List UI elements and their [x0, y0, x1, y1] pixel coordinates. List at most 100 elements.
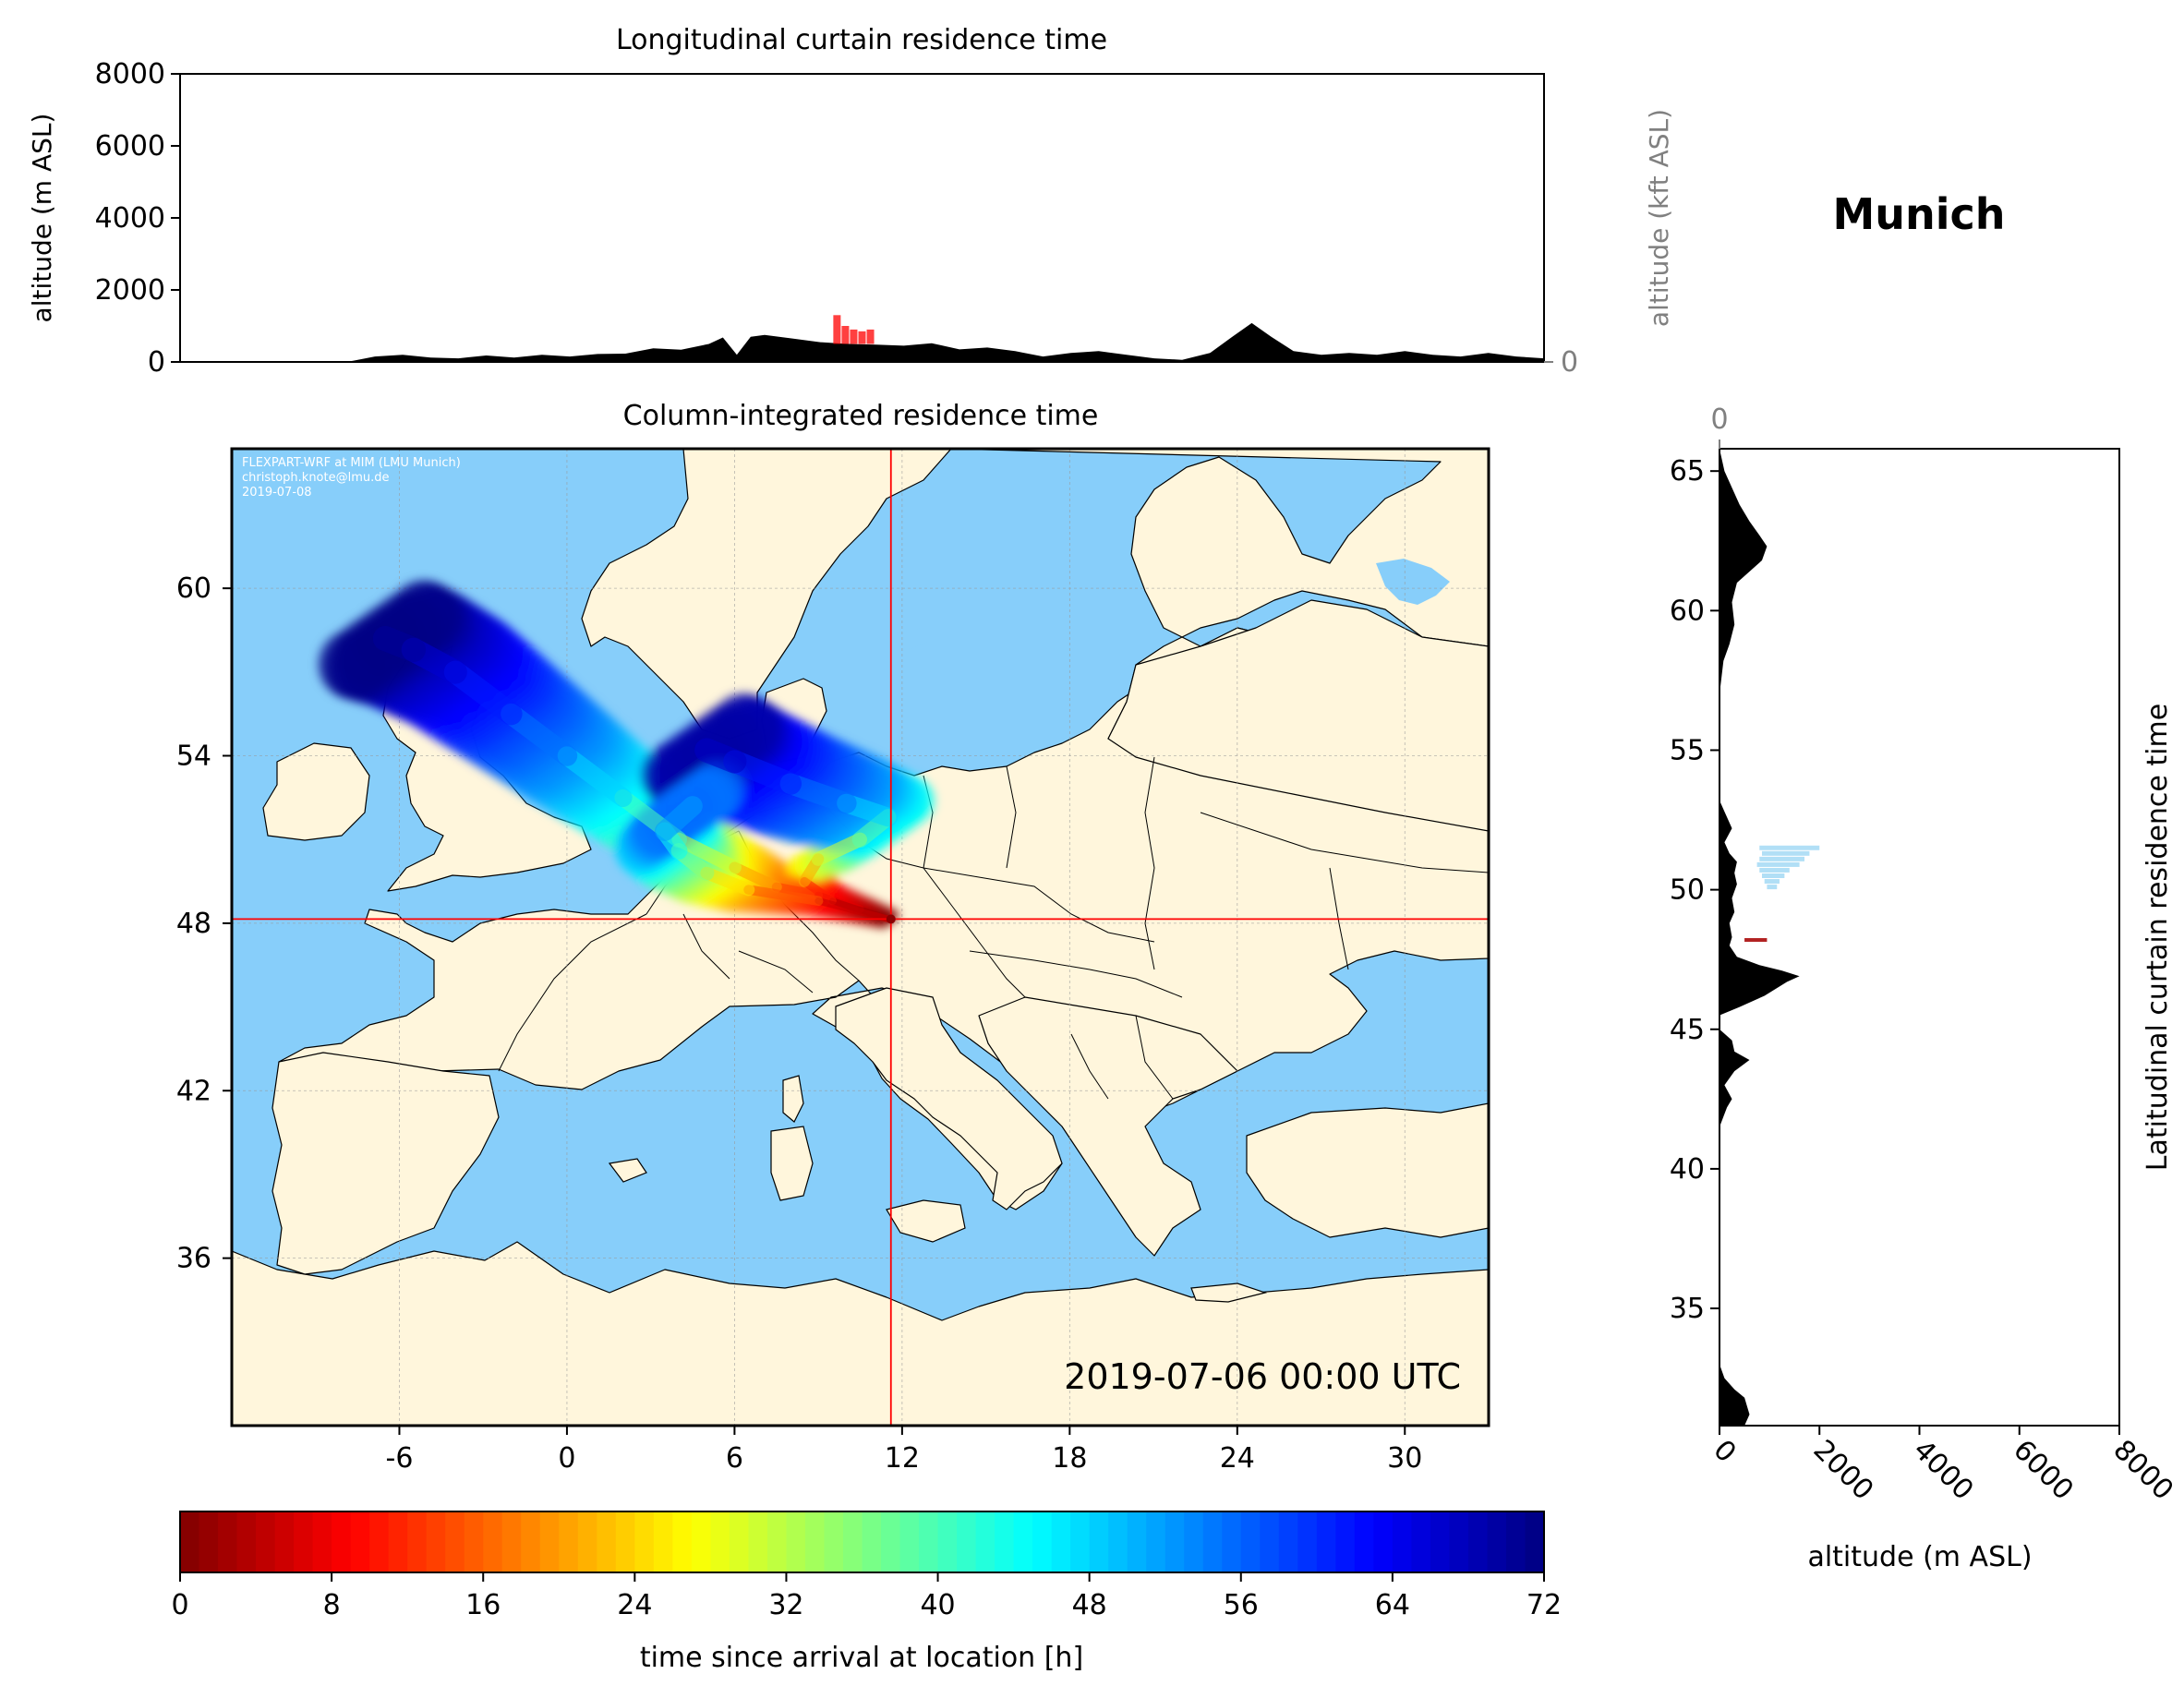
longitudinal-y-right-ticks: 050100: [1544, 346, 1578, 379]
map-x-ticks: -6 0 6 12 18 24 30: [386, 1426, 1422, 1475]
credit-text: FLEXPART-WRF at MIM (LMU Munich) christo…: [242, 456, 461, 500]
land-balkans: [978, 996, 1238, 1257]
latitudinal-y-tick-label: 55: [1670, 734, 1705, 766]
colorbar-swatch: [1089, 1511, 1109, 1572]
colorbar-swatch: [1505, 1511, 1526, 1572]
colorbar-swatch: [862, 1511, 882, 1572]
colorbar-swatch: [1202, 1511, 1223, 1572]
latitudinal-residence-marks: [1744, 845, 1820, 943]
plume-segment: [729, 861, 782, 893]
colorbar-swatch: [975, 1511, 995, 1572]
colorbar-swatch: [1354, 1511, 1374, 1572]
colorbar-tick-label: 40: [920, 1589, 955, 1621]
colorbar-swatch: [1411, 1511, 1431, 1572]
land-baltic-coast: [1107, 599, 1489, 832]
colorbar-swatch: [691, 1511, 711, 1572]
latitudinal-x-tick-label: 4000: [1907, 1434, 1980, 1507]
colorbar-swatch: [199, 1511, 219, 1572]
land-balearics: [608, 1158, 647, 1183]
latitudinal-ylabel-right: Latitudinal curtain residence time: [2142, 704, 2174, 1171]
latitudinal-y-tick-label: 45: [1670, 1014, 1705, 1046]
latitudinal-xlabel: altitude (m ASL): [1807, 1541, 2032, 1573]
colorbar-swatch: [710, 1511, 730, 1572]
map-y-ticks: 36 42 48 54 60: [176, 572, 232, 1275]
colorbar-tick-label: 72: [1526, 1589, 1562, 1621]
colorbar-swatch: [919, 1511, 939, 1572]
colorbar-swatch: [1260, 1511, 1280, 1572]
colorbar-swatch: [1373, 1511, 1394, 1572]
colorbar-swatch: [218, 1511, 238, 1572]
latitudinal-residence-mark-blue: [1756, 861, 1800, 867]
colorbar-swatch: [653, 1511, 673, 1572]
colorbar-swatch: [786, 1511, 806, 1572]
longitudinal-y-tick-label: 4000: [95, 202, 165, 235]
colorbar-tick-label: 0: [171, 1589, 188, 1621]
colorbar-swatch: [1392, 1511, 1413, 1572]
longitudinal-terrain-area: [180, 322, 1544, 362]
latitudinal-x-tick-label: 6000: [2007, 1434, 2080, 1507]
latitudinal-terrain: [1719, 449, 1800, 1426]
longitudinal-title: Longitudinal curtain residence time: [616, 24, 1107, 56]
map-x-tick-label: 12: [885, 1442, 920, 1475]
colorbar-swatch: [236, 1511, 257, 1572]
colorbar-label: time since arrival at location [h]: [640, 1642, 1083, 1674]
colorbar-swatch: [672, 1511, 693, 1572]
latitudinal-y-ticks: 35 40 45 50 55 60 65: [1670, 455, 1719, 1325]
colorbar-swatch: [1316, 1511, 1336, 1572]
longitudinal-ylabel-right: altitude (kft ASL): [1644, 109, 1674, 327]
longitudinal-y-tick-label: 8000: [95, 58, 165, 90]
map-x-tick-label: 24: [1220, 1442, 1255, 1475]
latitudinal-axes-frame: [1719, 448, 2120, 1427]
latitudinal-y-tick-label: 35: [1670, 1293, 1705, 1325]
colorbar-swatch: [1525, 1511, 1545, 1572]
land-turkey: [1246, 1102, 1489, 1238]
plume-segment: [814, 897, 892, 923]
colorbar-swatch: [1032, 1511, 1053, 1572]
map-y-tick-label: 60: [176, 572, 211, 605]
land-italy: [835, 987, 1063, 1210]
land-sicily: [886, 1199, 966, 1243]
colorbar-swatch: [1127, 1511, 1147, 1572]
colorbar-tick-label: 32: [768, 1589, 803, 1621]
colorbar-swatch: [521, 1511, 541, 1572]
residence-plume: [316, 579, 936, 929]
colorbar-swatch: [559, 1511, 579, 1572]
longitudinal-y-right-tick-label: 0: [1561, 346, 1578, 379]
plume-segment: [557, 746, 633, 808]
longitudinal-y-ticks: 0 2000 4000 6000 8000: [95, 58, 180, 379]
colorbar-tick-label: 64: [1375, 1589, 1410, 1621]
colorbar-ticks: 0 8 16 24 32 40 48 56 64 72: [171, 1572, 1562, 1621]
plume-segment: [372, 626, 427, 663]
colorbar-swatch: [350, 1511, 370, 1572]
colorbar-tick-label: 16: [465, 1589, 501, 1621]
colorbar-swatch: [957, 1511, 977, 1572]
colorbar-swatches: [180, 1511, 1545, 1572]
colorbar-swatch: [180, 1511, 200, 1572]
colorbar-swatch: [1430, 1511, 1451, 1572]
longitudinal-axes-frame: [179, 73, 1545, 363]
colorbar-swatch: [483, 1511, 503, 1572]
colorbar-swatch: [881, 1511, 901, 1572]
latitudinal-terrain-area: [1719, 449, 1800, 1426]
colorbar-swatch: [1070, 1511, 1091, 1572]
latitudinal-residence-mark-red: [1744, 938, 1768, 943]
plume-segment: [694, 738, 747, 774]
colorbar-swatch: [729, 1511, 750, 1572]
colorbar-swatch: [1222, 1511, 1242, 1572]
map-x-tick-label: 6: [726, 1442, 743, 1475]
longitudinal-residence-mark: [866, 329, 875, 344]
colorbar-swatch: [407, 1511, 428, 1572]
colorbar-swatch: [1487, 1511, 1507, 1572]
colorbar-swatch: [748, 1511, 768, 1572]
latitudinal-residence-mark-blue: [1762, 873, 1785, 878]
colorbar-swatch: [1278, 1511, 1298, 1572]
land-scandinavia: [581, 449, 952, 740]
latitudinal-x-ticks: 0 2000 4000 6000 8000: [1707, 1426, 2179, 1507]
map-y-tick-label: 48: [176, 908, 211, 940]
colorbar-swatch: [445, 1511, 465, 1572]
colorbar-swatch: [332, 1511, 352, 1572]
colorbar-swatch: [842, 1511, 863, 1572]
longitudinal-residence-mark: [850, 329, 858, 344]
colorbar-swatch: [256, 1511, 276, 1572]
colorbar-swatch: [615, 1511, 635, 1572]
